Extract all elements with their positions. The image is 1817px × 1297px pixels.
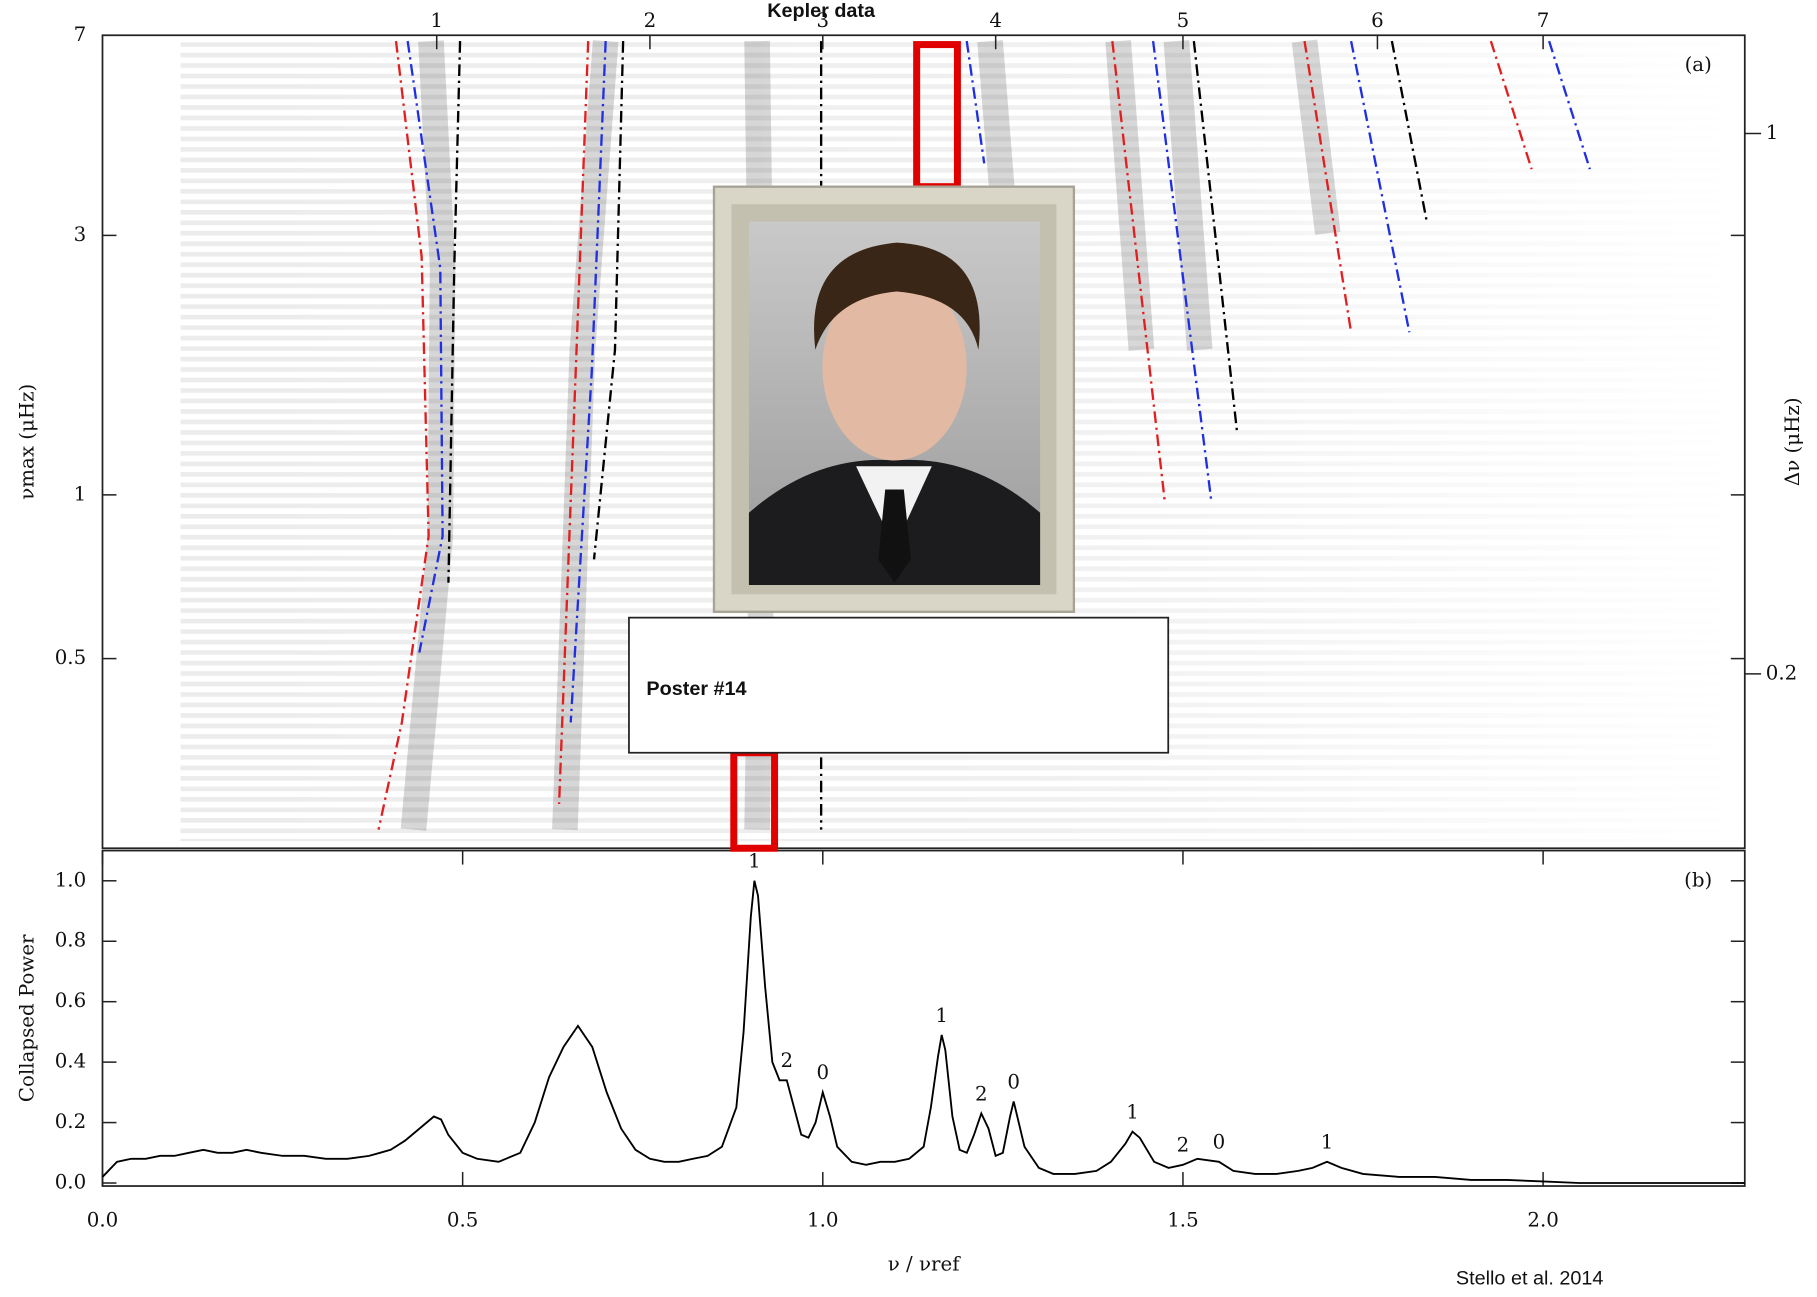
ridge: [1163, 40, 1213, 351]
echelle-fits: [377, 40, 1591, 830]
ridge: [552, 40, 619, 831]
fit-line: [1111, 40, 1166, 502]
x-tick-label: 2.0: [1527, 1208, 1558, 1231]
peak-label: 0: [1007, 1070, 1020, 1093]
ridge: [977, 40, 1015, 188]
fit-line: [569, 41, 607, 723]
fit-line: [1349, 40, 1411, 333]
y-tick-label: 3: [74, 223, 87, 246]
fit-line: [965, 40, 986, 164]
peak-label: 2: [780, 1049, 793, 1072]
y-tick-label: 1: [74, 482, 87, 505]
ridge: [400, 40, 456, 831]
fit-line: [557, 41, 590, 805]
y-axis-label: νmax (μHz): [15, 384, 38, 500]
x-tick-label: 0.5: [447, 1208, 478, 1231]
peak-label: 0: [816, 1061, 829, 1084]
y-tick-label: 0.2: [55, 1110, 86, 1133]
panel-label: (a): [1685, 53, 1712, 76]
peak-label: 2: [975, 1082, 988, 1105]
top-tick-label: 4: [989, 9, 1002, 32]
panel-b-frame: [101, 849, 1746, 1187]
fit-line: [1192, 40, 1239, 432]
fit-line: [1303, 40, 1353, 333]
fit-line: [592, 41, 625, 560]
peak-label: 1: [1321, 1131, 1334, 1154]
panel-a-frame: [101, 34, 1746, 850]
peak-label: 1: [1126, 1100, 1139, 1123]
y-tick-label: 0.6: [55, 989, 86, 1012]
y2-tick-label: 0.2: [1766, 661, 1797, 684]
y-tick-label: 0.0: [55, 1171, 86, 1194]
panel-label: (b): [1684, 868, 1712, 891]
top-tick-label: 2: [644, 9, 657, 32]
x-tick-label: 1.5: [1167, 1208, 1198, 1231]
top-tick-label: 6: [1371, 9, 1384, 32]
poster-label: Poster #14: [646, 678, 746, 700]
ridge: [1105, 40, 1155, 351]
y-axis-label: Collapsed Power: [15, 934, 38, 1102]
peak-label: 2: [1177, 1134, 1190, 1157]
citation: Stello et al. 2014: [1456, 1267, 1603, 1289]
fit-line: [1390, 40, 1428, 222]
hair: [814, 242, 980, 350]
y2-axis-label: Δν (μHz): [1781, 397, 1804, 486]
fit-line: [447, 41, 462, 583]
poster-box: [628, 616, 1170, 754]
top-tick-label: 3: [816, 9, 829, 32]
portrait: [712, 185, 1076, 613]
x-tick-label: 1.0: [807, 1208, 838, 1231]
y-tick-label: 7: [74, 23, 87, 46]
peak-label: 0: [1213, 1131, 1226, 1154]
y-tick-label: 0.5: [55, 646, 86, 669]
peak-label: 1: [935, 1004, 948, 1027]
x-axis-label: ν / νref: [888, 1253, 962, 1276]
top-tick-label: 5: [1177, 9, 1190, 32]
power-curve: [101, 880, 1745, 1184]
y-tick-label: 0.8: [55, 929, 86, 952]
y-tick-label: 0.4: [55, 1050, 86, 1073]
tie: [878, 489, 911, 583]
ridge: [1291, 39, 1341, 235]
y2-tick-label: 1: [1766, 121, 1779, 144]
slide-title: Kepler data: [767, 0, 876, 22]
face: [822, 274, 967, 461]
top-tick-label: 1: [430, 9, 443, 32]
y-tick-label: 1.0: [55, 868, 86, 891]
fit-line: [377, 40, 430, 830]
x-tick-label: 0.0: [87, 1208, 118, 1231]
peak-label: 1: [748, 850, 761, 873]
top-tick-label: 7: [1537, 9, 1550, 32]
fit-line: [1151, 40, 1213, 502]
